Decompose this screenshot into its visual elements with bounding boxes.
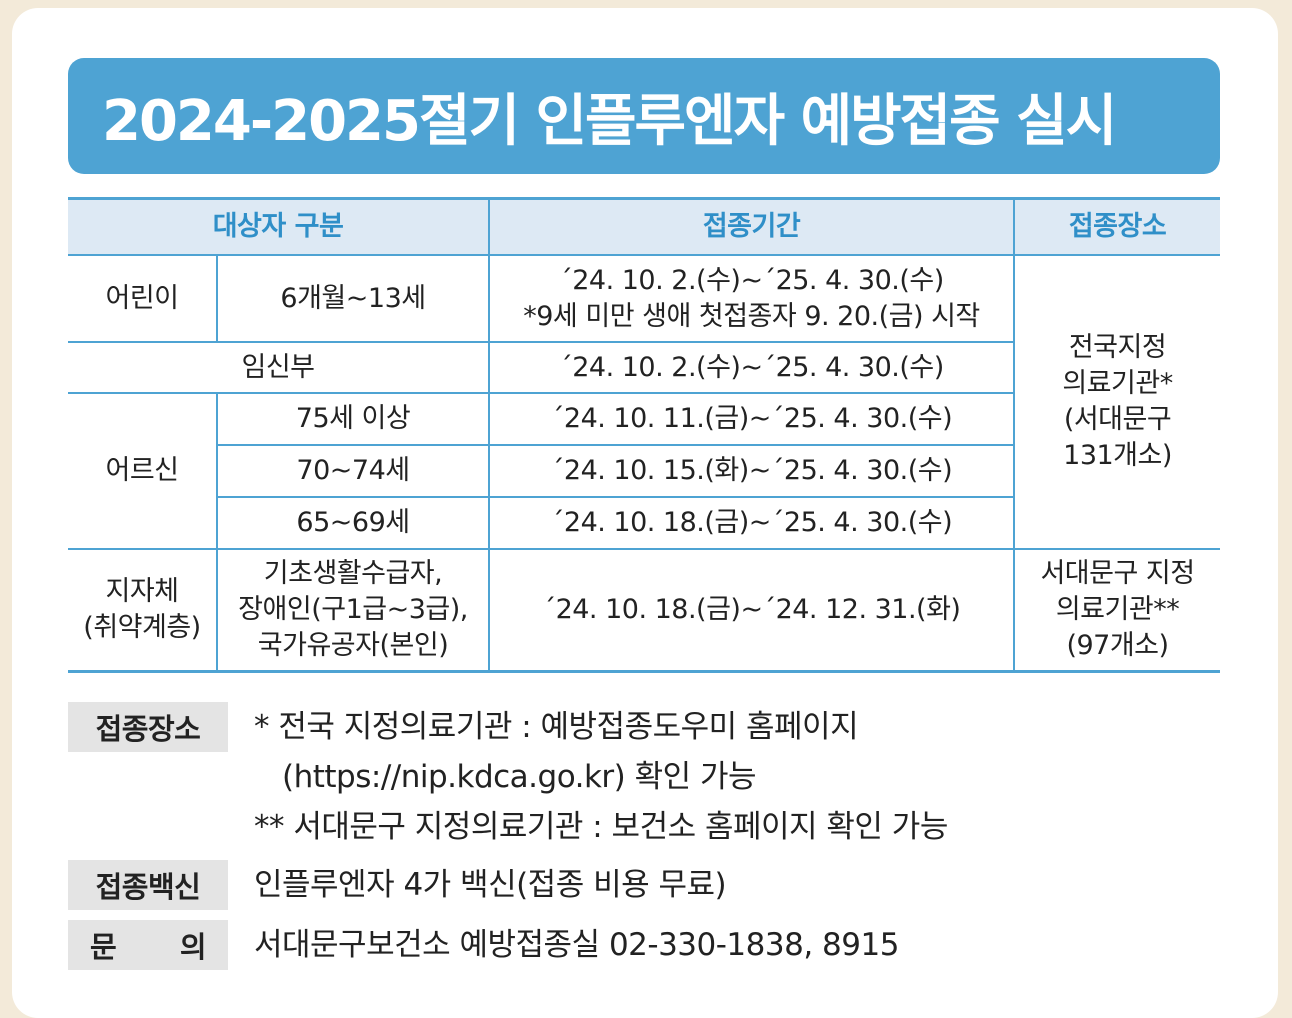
note-place: 접종장소 * 전국 지정의료기관 : 예방접종도우미 홈페이지 (https:/… [68,702,1220,852]
place-local-line: 서대문구 지정 [1040,557,1195,589]
title-banner: 2024-2025절기 인플루엔자 예방접종 실시 [68,58,1220,174]
place-local-line: (97개소) [1066,629,1169,661]
table-header-row: 대상자 구분 접종기간 접종장소 [68,197,1221,256]
contact-label-part: 문 [90,930,117,964]
contact-label-part: 의 [179,930,207,964]
table-row: 지자체 (취약계층) 기초생활수급자, 장애인(구1급~3급), 국가유공자(본… [68,548,1221,673]
header-target: 대상자 구분 [68,197,491,256]
place-local-line: 의료기관** [1055,593,1180,625]
elderly-age: 75세 이상 [215,392,491,446]
group-elderly: 어르신 [68,392,218,550]
place-national-line: (서대문구 [1063,404,1172,435]
table-row: 70~74세 ´24. 10. 15.(화)~´25. 4. 30.(수) [68,444,1220,498]
elderly-period: ´24. 10. 11.(금)~´25. 4. 30.(수) [488,392,1015,446]
elderly-age: 70~74세 [217,444,491,498]
note-body-contact: 서대문구보건소 예방접종실 02-330-1838, 8915 [254,927,899,963]
place-national-line: 131개소) [1063,440,1172,471]
header-place: 접종장소 [1013,197,1221,256]
note-label-contact: 문 의 [68,920,228,970]
place-national: 전국지정 의료기관* (서대문구 131개소) [1013,254,1221,550]
place-national-line: 전국지정 [1068,332,1167,363]
group-local: 지자체 (취약계층) [68,548,218,673]
note-link-line: (https://nip.kdca.go.kr) 확인 가능 [282,759,757,795]
notes-section: 접종장소 * 전국 지정의료기관 : 예방접종도우미 홈페이지 (https:/… [68,702,1220,970]
note-line: ** 서대문구 지정의료기관 : 보건소 홈페이지 확인 가능 [254,809,948,845]
local-period: ´24. 10. 18.(금)~´24. 12. 31.(화) [488,548,1016,673]
group-children: 어린이 [68,254,218,343]
group-local-line: 지자체 [105,575,179,607]
elderly-period: ´24. 10. 15.(화)~´25. 4. 30.(수) [488,444,1015,498]
schedule-table: 대상자 구분 접종기간 접종장소 어린이 6개월~13세 ´24. 10. 2.… [68,197,1221,673]
note-line: * 전국 지정의료기관 : 예방접종도우미 홈페이지 [254,709,859,745]
children-age: 6개월~13세 [215,254,491,343]
table-row: 임신부 ´24. 10. 2.(수)~´25. 4. 30.(수) [68,341,1220,394]
local-target-line: 국가유공자(본인) [257,629,449,661]
note-contact: 문 의 서대문구보건소 예방접종실 02-330-1838, 8915 [68,920,1220,970]
elderly-age: 65~69세 [217,496,491,550]
note-label-place: 접종장소 [68,702,228,752]
pregnant-period: ´24. 10. 2.(수)~´25. 4. 30.(수) [488,341,1015,394]
local-target-line: 장애인(구1급~3급), [238,593,468,625]
group-pregnant: 임신부 [68,341,491,394]
children-period-note: *9세 미만 생애 첫접종자 9. 20.(금) 시작 [523,300,980,332]
children-period-main: ´24. 10. 2.(수)~´25. 4. 30.(수) [559,264,944,296]
local-targets: 기초생활수급자, 장애인(구1급~3급), 국가유공자(본인) [215,548,491,673]
children-period: ´24. 10. 2.(수)~´25. 4. 30.(수) *9세 미만 생애 … [488,254,1016,343]
note-body-place: * 전국 지정의료기관 : 예방접종도우미 홈페이지 (https://nip.… [254,702,948,852]
place-local: 서대문구 지정 의료기관** (97개소) [1013,548,1221,673]
note-vaccine: 접종백신 인플루엔자 4가 백신(접종 비용 무료) [68,860,1220,910]
place-national-line: 의료기관* [1062,368,1173,399]
page-title: 2024-2025절기 인플루엔자 예방접종 실시 [102,88,1117,154]
header-period: 접종기간 [488,197,1016,256]
local-target-line: 기초생활수급자, [263,557,443,589]
group-local-line: (취약계층) [83,611,201,643]
table-row: 65~69세 ´24. 10. 18.(금)~´25. 4. 30.(수) [68,496,1220,550]
note-label-vaccine: 접종백신 [68,860,228,910]
table-row: 어르신 75세 이상 ´24. 10. 11.(금)~´25. 4. 30.(수… [68,392,1220,550]
note-body-vaccine: 인플루엔자 4가 백신(접종 비용 무료) [254,867,727,903]
table-row: 어린이 6개월~13세 ´24. 10. 2.(수)~´25. 4. 30.(수… [68,254,1221,550]
elderly-period: ´24. 10. 18.(금)~´25. 4. 30.(수) [488,496,1015,550]
